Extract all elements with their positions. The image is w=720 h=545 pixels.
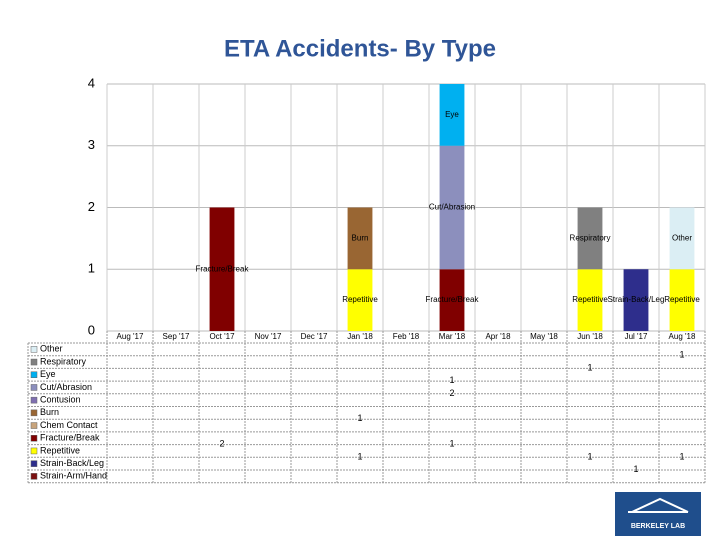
chart-title: ETA Accidents- By Type [224, 35, 496, 62]
bar-segment [347, 269, 373, 331]
x-tick-label: Jun '18 [577, 332, 603, 341]
segment-label: Eye [445, 110, 459, 119]
table-value: 1 [679, 451, 684, 461]
legend-swatch [30, 435, 38, 442]
logo-icon [628, 497, 689, 513]
table-value: 2 [219, 439, 224, 449]
segment-label: Repetitive [572, 295, 608, 304]
legend-swatch [30, 409, 38, 417]
segment-label: Other [672, 233, 692, 242]
legend-swatch [30, 396, 38, 404]
y-tick-label: 1 [88, 261, 95, 276]
legend-swatch [30, 358, 38, 366]
segment-label: Cut/Abrasion [429, 203, 475, 212]
bar-segment [623, 269, 649, 331]
x-tick-label: May '18 [530, 332, 558, 341]
legend-label: Cut/Abrasion [40, 382, 92, 392]
bar-segment [439, 269, 465, 331]
bar-segment [577, 207, 603, 270]
table-value: 1 [449, 375, 454, 385]
segment-label: Repetitive [664, 295, 700, 304]
legend-swatch [30, 346, 38, 353]
x-tick-label: Mar '18 [439, 332, 466, 341]
x-tick-label: Nov '17 [255, 332, 282, 341]
segment-label: Repetitive [342, 295, 378, 304]
segment-label: Burn [352, 233, 369, 242]
bar-segment [439, 84, 465, 146]
y-tick-label: 2 [88, 199, 95, 214]
bar-segment [577, 269, 603, 331]
x-tick-label: Jan '18 [347, 332, 373, 341]
table-value: 1 [633, 464, 638, 474]
segment-label: Fracture/Break [426, 295, 480, 304]
y-tick-label: 3 [88, 137, 95, 152]
bar-segment [439, 145, 465, 270]
x-tick-label: Aug '17 [117, 332, 144, 341]
table-value: 2 [449, 388, 454, 398]
table-value: 1 [449, 439, 454, 449]
legend-label: Fracture/Break [40, 433, 100, 443]
segment-label: Respiratory [570, 233, 611, 242]
legend-swatch [30, 460, 38, 467]
legend-label: Repetitive [40, 445, 80, 455]
legend-label: Eye [40, 369, 56, 379]
table-value: 1 [357, 451, 362, 461]
legend-swatch [30, 422, 38, 429]
bar-segment [347, 207, 373, 270]
legend-label: Contusion [40, 395, 81, 405]
y-tick-label: 4 [88, 75, 95, 90]
legend-label: Strain-Arm/Hand [40, 471, 107, 481]
x-tick-label: Oct '17 [209, 332, 235, 341]
x-tick-label: Aug '18 [669, 332, 696, 341]
table-value: 1 [587, 451, 592, 461]
table-value: 1 [357, 413, 362, 423]
legend-label: Chem Contact [40, 420, 98, 430]
segment-label: Fracture/Break [196, 264, 250, 273]
legend-label: Other [40, 344, 63, 354]
logo-text: BERKELEY LAB [631, 523, 685, 530]
legend-label: Burn [40, 407, 59, 417]
x-tick-label: Feb '18 [393, 332, 420, 341]
legend-swatch [30, 371, 38, 378]
legend-label: Strain-Back/Leg [40, 458, 104, 468]
legend-swatch [30, 384, 38, 391]
segment-label: Strain-Back/Leg [608, 295, 665, 304]
x-tick-label: Dec '17 [301, 332, 328, 341]
x-tick-label: Jul '17 [625, 332, 648, 341]
table-value: 1 [679, 350, 684, 360]
legend-swatch [30, 447, 38, 455]
legend-swatch [30, 473, 38, 480]
y-tick-label: 0 [88, 322, 95, 337]
bar-segment [209, 207, 235, 331]
bar-segment [669, 207, 695, 270]
bar-segment [669, 269, 695, 331]
x-tick-label: Apr '18 [485, 332, 511, 341]
table-value: 1 [587, 362, 592, 372]
x-tick-label: Sep '17 [163, 332, 190, 341]
legend-label: Respiratory [40, 356, 87, 366]
